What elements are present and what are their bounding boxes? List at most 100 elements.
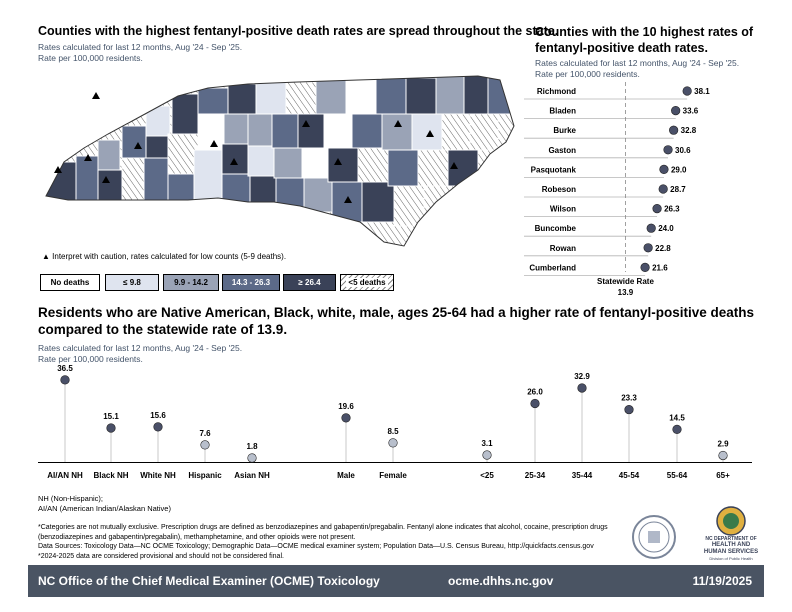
demo-value-label: 7.6 [199,429,211,438]
top10-value-label: 33.6 [683,107,699,116]
top10-value-label: 38.1 [694,87,710,96]
demo-point [388,438,398,448]
caution-triangle-icon [230,158,238,165]
top10-value-label: 24.0 [658,224,674,233]
demo-category-label: 25-34 [525,471,546,480]
top10-point [643,243,653,253]
top10-value-label: 29.0 [671,165,687,174]
top10-point [669,125,679,135]
caution-triangle-icon [210,140,218,147]
demo-point [200,440,210,450]
demo-value-label: 26.0 [527,388,543,397]
footnotes: *Categories are not mutually exclusive. … [38,524,608,560]
footer-org: NC Office of the Chief Medical Examiner … [38,574,380,588]
footer-bar: NC Office of the Chief Medical Examiner … [28,565,764,597]
demo-value-label: 1.8 [246,442,258,451]
demo-point [341,413,351,423]
caution-triangle-icon [54,166,62,173]
top10-county-label: Burke [553,126,576,135]
demo-point [60,375,70,385]
caution-triangle-icon [102,176,110,183]
top10-value-label: 28.7 [670,185,686,194]
demographic-chart: 36.5 AI/AN NH 15.1 Black NH 15.6 White NH 7.6 H… [38,364,752,480]
demo-value-label: 19.6 [338,402,354,411]
nc-county-map [45,75,515,247]
top10-county-label: Rowan [550,244,576,253]
demo-value-label: 3.1 [481,439,493,448]
top10-county-label: Robeson [542,185,576,194]
demo-subtitle-period: Rates calculated for last 12 months, Aug… [38,343,243,353]
top10-value-label: 32.8 [681,126,697,135]
demo-category-label: Black NH [93,471,128,480]
demo-value-label: 15.1 [103,412,119,421]
caution-triangle-icon [302,120,310,127]
demo-value-label: 23.3 [621,394,637,403]
top10-point [663,145,673,155]
top10-county-label: Buncombe [535,224,577,233]
caution-triangle-icon [92,92,100,99]
caution-triangle-icon [426,130,434,137]
demo-category-label: White NH [140,471,176,480]
legend-low: ≤ 9.8 [105,274,159,291]
top10-county-label: Cumberland [529,263,576,272]
top10-subtitle-period: Rates calculated for last 12 months, Aug… [535,58,740,68]
top10-value-label: 30.6 [675,146,691,155]
demo-point [577,383,587,393]
demo-category-label: <25 [480,471,494,480]
legend-no-deaths: No deaths [40,274,100,291]
map-title: Counties with the highest fentanyl-posit… [38,24,559,38]
caution-triangle-icon [450,162,458,169]
abbreviations: NH (Non-Hispanic); AI/AN (American India… [38,494,171,513]
demo-point [672,424,682,434]
map-subtitle-rate: Rate per 100,000 residents. [38,53,143,63]
caution-triangle-icon [84,154,92,161]
statewide-rate-value: 13.9 [618,288,634,297]
top10-subtitle-rate: Rate per 100,000 residents. [535,69,640,79]
top10-point [652,204,662,214]
legend-highest: ≥ 26.4 [283,274,336,291]
demo-category-label: Female [379,471,407,480]
demo-category-label: 35-44 [572,471,593,480]
demo-category-label: AI/AN NH [47,471,83,480]
top10-county-label: Pasquotank [531,165,577,174]
demo-value-label: 36.5 [57,364,73,373]
demo-category-label: Hispanic [188,471,222,480]
top10-county-chart: Richmond 38.1 Bladen 33.6 Burke 32.8 Gaston 30.… [524,82,710,297]
demo-point [624,404,634,415]
demo-point [247,453,257,463]
demo-value-label: 8.5 [387,427,399,436]
top10-value-label: 26.3 [664,205,680,214]
top10-county-label: Bladen [549,107,576,116]
top10-point [646,223,656,233]
top10-point [671,105,681,116]
demo-title: Residents who are Native American, Black… [38,305,754,337]
demo-value-label: 15.6 [150,411,166,420]
top10-county-label: Gaston [548,146,576,155]
map-subtitle-period: Rates calculated for last 12 months, Aug… [38,42,243,52]
legend-high: 14.3 - 26.3 [222,274,280,291]
caution-triangle-icon [134,142,142,149]
top10-county-label: Wilson [550,205,576,214]
legend-suppressed: <5 deaths [340,274,394,291]
demo-point [482,450,492,460]
legend-medium: 9.9 - 14.2 [163,274,219,291]
demo-category-label: 65+ [716,471,730,480]
top10-county-label: Richmond [537,87,576,96]
demo-point [153,422,163,432]
caution-note: ▲ Interpret with caution, rates calculat… [42,252,287,261]
top10-point [682,86,692,96]
demo-subtitle-rate: Rate per 100,000 residents. [38,354,143,364]
nc-dhhs-logo: NC DEPARTMENT OF HEALTH AND HUMAN SERVIC… [700,506,762,562]
demo-category-label: Male [337,471,355,480]
demo-point [530,398,540,409]
caution-triangle-icon [334,158,342,165]
demo-category-label: 45-54 [619,471,640,480]
footer-date: 11/19/2025 [692,574,752,588]
demo-point [718,450,728,461]
footer-website-link[interactable]: ocme.dhhs.nc.gov [448,574,554,588]
statewide-rate-label: Statewide Rate [597,277,654,286]
demo-category-label: 55-64 [667,471,688,480]
caution-triangle-icon [344,196,352,203]
demo-category-label: Asian NH [234,471,270,480]
top10-point [659,164,669,174]
